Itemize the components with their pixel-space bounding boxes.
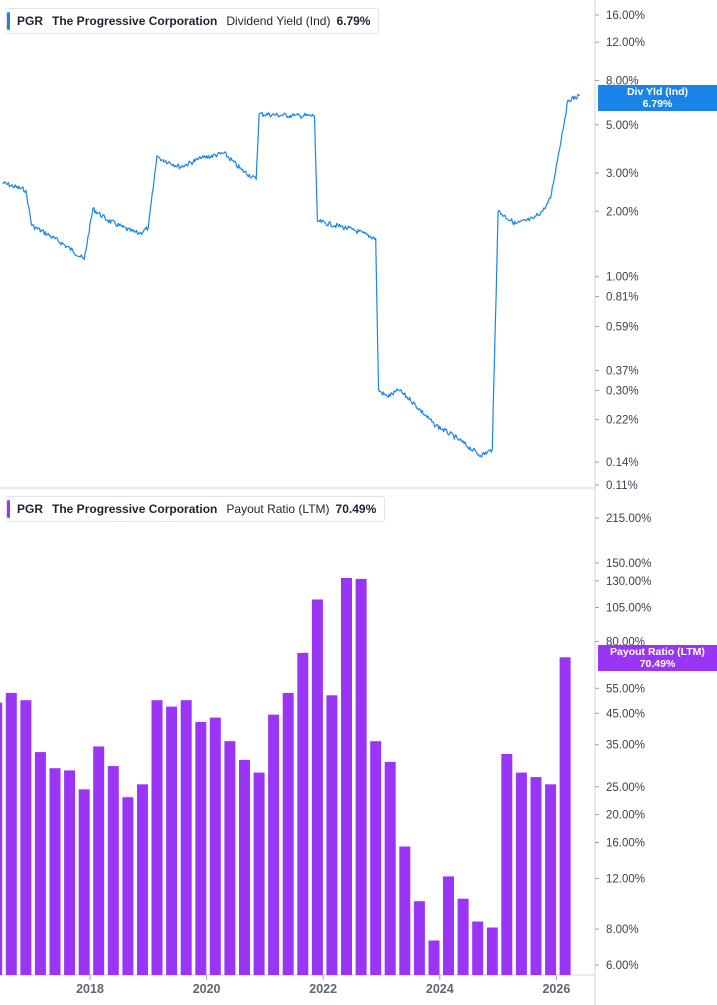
payout-bar <box>370 741 382 975</box>
dividend-yield-legend[interactable]: PGR The Progressive Corporation Dividend… <box>6 8 380 34</box>
payout-bar <box>311 599 323 975</box>
x-tick-label: 2020 <box>193 982 221 996</box>
payout-y-tick-label: 12.00% <box>606 873 645 885</box>
payout-bar <box>297 652 309 975</box>
payout-bar <box>413 901 425 975</box>
yield-y-tick-label: 12.00% <box>606 37 645 49</box>
payout-y-tick-label: 6.00% <box>606 960 639 972</box>
yield-y-tick-label: 0.59% <box>606 321 639 333</box>
payout-bar <box>151 700 163 975</box>
payout-bar <box>137 784 148 975</box>
dividend-yield-line <box>2 94 581 458</box>
payout-bar <box>180 700 192 975</box>
yield-y-tick-label: 16.00% <box>606 10 645 22</box>
payout-y-tick-label: 16.00% <box>606 837 645 849</box>
payout-y-tick-label: 45.00% <box>606 708 645 720</box>
x-tick-label: 2026 <box>542 982 570 996</box>
payout-bar <box>49 768 61 975</box>
payout-bar <box>326 695 338 975</box>
x-tick-label: 2018 <box>76 982 104 996</box>
payout-bar <box>559 657 571 975</box>
payout-bar <box>166 706 178 975</box>
payout-ratio-legend[interactable]: PGR The Progressive Corporation Payout R… <box>6 496 386 522</box>
legend-value: 70.49% <box>335 502 377 516</box>
payout-bar <box>93 746 105 975</box>
current-payout-tag: Payout Ratio (LTM) 70.49% <box>598 645 717 671</box>
payout-bar <box>545 784 557 975</box>
payout-y-tick-label: 20.00% <box>606 810 645 822</box>
payout-bar <box>501 754 513 975</box>
yield-y-tick-label: 0.81% <box>606 292 639 304</box>
payout-bar <box>20 700 32 975</box>
payout-bar <box>224 741 236 975</box>
payout-bar <box>64 770 76 975</box>
yield-y-tick-label: 3.00% <box>606 168 639 180</box>
payout-y-tick-label: 55.00% <box>606 683 645 695</box>
yield-y-tick-label: 2.00% <box>606 206 639 218</box>
payout-bar <box>355 578 367 975</box>
payout-bar <box>399 846 411 975</box>
payout-y-tick-label: 25.00% <box>606 782 645 794</box>
payout-y-tick-label: 215.00% <box>606 513 651 525</box>
legend-company: The Progressive Corporation <box>52 502 218 516</box>
payout-bar <box>341 578 352 975</box>
payout-bar <box>209 717 221 975</box>
series-color-marker <box>7 12 10 30</box>
payout-bar <box>472 921 484 975</box>
yield-y-tick-label: 1.00% <box>606 272 639 284</box>
legend-metric: Payout Ratio (LTM) <box>226 502 330 516</box>
yield-y-tick-label: 5.00% <box>606 120 639 132</box>
payout-bar <box>5 692 17 975</box>
payout-bar <box>515 772 527 975</box>
current-yield-tag-value: 6.79% <box>642 98 673 110</box>
payout-bar <box>253 772 265 975</box>
yield-y-tick-label: 0.14% <box>606 457 639 469</box>
payout-bar <box>282 692 294 975</box>
yield-y-tick-label: 0.30% <box>606 385 639 397</box>
payout-y-tick-label: 130.00% <box>606 576 651 588</box>
payout-bar <box>428 940 440 975</box>
payout-bar <box>268 714 280 975</box>
legend-company: The Progressive Corporation <box>52 14 218 28</box>
payout-bar <box>457 898 469 975</box>
payout-bar <box>122 797 134 975</box>
payout-bar <box>78 789 90 975</box>
payout-y-tick-label: 150.00% <box>606 558 651 570</box>
payout-bar <box>443 876 454 975</box>
payout-y-tick-label: 35.00% <box>606 740 645 752</box>
current-payout-tag-label: Payout Ratio (LTM) <box>610 646 705 658</box>
yield-y-tick-label: 0.11% <box>606 480 638 492</box>
payout-bar <box>486 927 498 975</box>
current-payout-tag-value: 70.49% <box>639 658 676 670</box>
legend-ticker: PGR <box>17 502 44 516</box>
payout-bar <box>195 722 207 975</box>
payout-bar <box>530 777 542 975</box>
payout-bar <box>384 761 396 975</box>
legend-value: 6.79% <box>336 14 371 28</box>
x-tick-label: 2024 <box>426 982 454 996</box>
payout-y-tick-label: 105.00% <box>606 603 651 615</box>
yield-y-tick-label: 0.37% <box>606 366 639 378</box>
payout-bar <box>0 702 3 975</box>
yield-y-tick-label: 8.00% <box>606 75 639 87</box>
payout-bar <box>239 759 250 975</box>
x-tick-label: 2022 <box>309 982 337 996</box>
series-color-marker <box>7 500 10 518</box>
yield-y-tick-label: 0.22% <box>606 415 639 427</box>
current-yield-tag: Div Yld (Ind) 6.79% <box>598 85 717 111</box>
current-yield-tag-label: Div Yld (Ind) <box>626 86 689 98</box>
payout-bar <box>34 752 46 975</box>
legend-ticker: PGR <box>17 14 44 28</box>
payout-y-tick-label: 8.00% <box>606 924 639 936</box>
payout-bar <box>107 766 119 975</box>
legend-metric: Dividend Yield (Ind) <box>226 14 331 28</box>
